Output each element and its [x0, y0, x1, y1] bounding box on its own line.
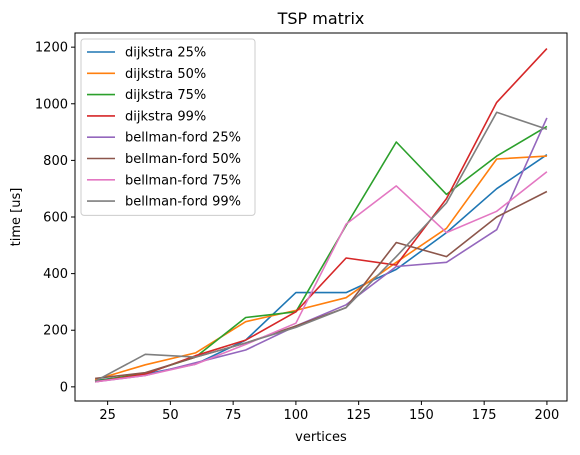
x-tick-label: 125 [346, 408, 371, 423]
x-tick-label: 50 [162, 408, 179, 423]
legend-label: bellman-ford 75% [125, 173, 241, 188]
chart-title: TSP matrix [277, 9, 365, 28]
x-tick-label: 75 [225, 408, 242, 423]
series-line-8 [94, 111, 548, 382]
y-tick-label: 1200 [35, 41, 68, 56]
legend-label: dijkstra 50% [125, 67, 206, 82]
y-axis-title: time [us] [9, 188, 24, 247]
series-line-2 [94, 155, 547, 381]
legend-box [80, 38, 256, 216]
y-tick-label: 800 [43, 154, 68, 169]
x-tick-label: 175 [472, 408, 497, 423]
legend-label: dijkstra 99% [125, 109, 206, 124]
x-tick-label: 200 [535, 408, 560, 423]
y-tick-label: 0 [60, 380, 68, 395]
legend-label: dijkstra 75% [125, 88, 206, 103]
series-line-7 [95, 171, 548, 383]
plot-frame [74, 32, 568, 402]
legend-label: bellman-ford 50% [125, 152, 241, 167]
x-tick-label: 25 [99, 408, 116, 423]
x-tick-label: 150 [409, 408, 434, 423]
y-tick-label: 200 [43, 324, 68, 339]
legend: dijkstra 25% dijkstra 50% dijkstra 75% dijk… [80, 38, 256, 216]
x-axis-title: vertices [295, 430, 347, 445]
legend-label: dijkstra 25% [125, 46, 206, 61]
legend-label: bellman-ford 99% [125, 195, 241, 210]
x-tick-label: 100 [283, 408, 308, 423]
y-tick-label: 600 [43, 211, 68, 226]
y-tick-label: 400 [43, 267, 68, 282]
legend-label: bellman-ford 25% [125, 131, 241, 146]
y-tick-label: 1000 [35, 97, 68, 112]
